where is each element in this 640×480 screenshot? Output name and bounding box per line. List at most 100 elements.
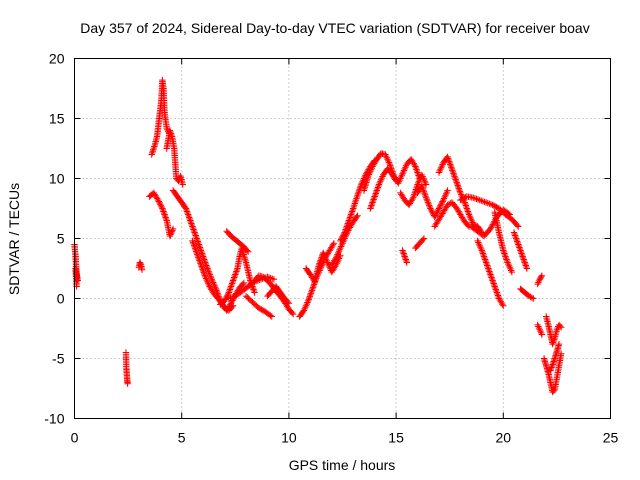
data-point-marker: [335, 249, 342, 257]
data-point-marker: [191, 230, 199, 238]
data-point-marker: [518, 250, 525, 257]
data-point-marker: [138, 266, 146, 273]
data-point-marker: [448, 164, 455, 171]
y-tick-label: 15: [49, 111, 65, 127]
data-series-t15: [302, 249, 344, 285]
data-point-marker: [477, 244, 484, 251]
data-point-marker: [426, 203, 433, 211]
data-point-marker: [190, 226, 197, 233]
data-point-marker: [474, 196, 482, 203]
data-point-marker: [484, 262, 491, 269]
data-point-marker: [499, 301, 506, 308]
data-point-marker: [445, 156, 452, 164]
data-series-t3: [148, 76, 173, 158]
data-point-marker: [208, 276, 215, 283]
data-point-marker: [527, 293, 534, 301]
data-point-marker: [444, 187, 451, 194]
data-point-marker: [403, 259, 411, 266]
data-point-marker: [467, 214, 474, 221]
data-point-marker: [549, 340, 556, 348]
data-point-marker: [205, 281, 213, 289]
data-point-marker: [449, 167, 456, 174]
data-point-marker: [192, 232, 199, 239]
data-point-marker: [492, 284, 499, 292]
data-point-marker: [403, 257, 410, 265]
data-point-marker: [402, 256, 409, 263]
data-point-marker: [522, 262, 530, 269]
data-point-marker: [400, 168, 407, 176]
data-point-marker: [250, 286, 257, 293]
data-point-marker: [435, 206, 442, 214]
data-point-marker: [420, 174, 427, 182]
data-point-marker: [440, 195, 448, 202]
data-point-marker: [203, 262, 210, 269]
data-point-marker: [240, 279, 248, 287]
data-point-marker: [226, 287, 233, 295]
data-series-t13: [264, 283, 293, 307]
data-point-marker: [267, 274, 274, 282]
data-point-marker: [502, 253, 509, 260]
data-point-marker: [300, 307, 308, 314]
data-point-marker: [207, 274, 215, 281]
data-series-t9: [223, 228, 252, 255]
data-point-marker: [392, 177, 400, 185]
data-point-marker: [412, 164, 420, 172]
data-point-marker: [197, 261, 205, 269]
data-point-marker: [204, 266, 212, 274]
data-point-marker: [228, 294, 236, 301]
data-point-marker: [468, 217, 476, 225]
data-point-marker: [154, 196, 162, 204]
data-point-marker: [183, 206, 190, 214]
data-series-t21: [399, 247, 411, 266]
data-point-marker: [487, 271, 494, 278]
data-point-marker: [401, 165, 408, 173]
data-point-marker: [435, 169, 443, 176]
data-point-marker: [359, 178, 366, 185]
data-point-marker: [155, 198, 163, 205]
data-point-marker: [504, 259, 511, 266]
data-point-marker: [224, 290, 232, 298]
data-point-marker: [198, 250, 206, 257]
data-series-t0: [71, 241, 81, 290]
data-point-marker: [124, 380, 131, 387]
data-point-marker: [490, 281, 498, 289]
data-point-marker: [549, 359, 557, 367]
data-point-marker: [415, 179, 422, 187]
data-point-marker: [553, 326, 561, 333]
data-point-marker: [401, 253, 408, 260]
data-point-marker: [537, 273, 545, 281]
data-point-marker: [501, 251, 509, 259]
data-point-marker: [222, 296, 229, 303]
data-point-marker: [399, 248, 407, 256]
data-point-marker: [451, 173, 458, 180]
data-point-marker: [548, 362, 556, 370]
data-point-marker: [244, 248, 252, 255]
data-point-marker: [437, 164, 445, 171]
data-point-marker: [191, 229, 198, 236]
data-point-marker: [535, 277, 543, 285]
data-point-marker: [212, 284, 219, 291]
data-point-marker: [551, 356, 558, 364]
data-point-marker: [483, 260, 490, 268]
data-point-marker: [516, 244, 523, 251]
data-point-marker: [347, 212, 354, 220]
data-point-marker: [179, 181, 186, 188]
data-point-marker: [206, 269, 213, 277]
data-point-marker: [422, 194, 430, 201]
data-point-marker: [377, 178, 384, 185]
data-point-marker: [200, 254, 207, 262]
data-point-marker: [201, 257, 208, 265]
data-series-t2: [135, 259, 146, 273]
data-point-marker: [535, 323, 542, 330]
data-point-marker: [226, 286, 234, 293]
data-point-marker: [525, 292, 533, 300]
data-point-marker: [204, 265, 211, 272]
data-point-marker: [157, 201, 164, 208]
data-point-marker: [367, 205, 374, 212]
data-point-marker: [203, 276, 210, 284]
data-point-marker: [193, 235, 200, 242]
data-point-marker: [517, 248, 525, 256]
data-point-marker: [414, 181, 421, 188]
data-point-marker: [397, 175, 404, 182]
